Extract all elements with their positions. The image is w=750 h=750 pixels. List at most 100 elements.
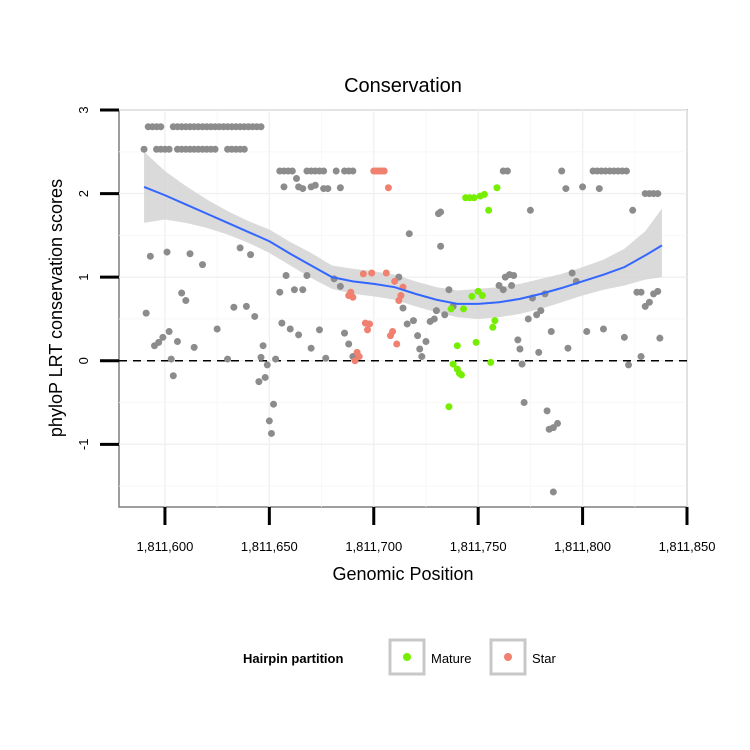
point-other [213, 325, 221, 333]
chart-title: Conservation [344, 75, 462, 97]
point-other [315, 326, 323, 334]
point-star [389, 327, 397, 335]
legend-label-mature: Mature [431, 651, 471, 666]
point-other [276, 288, 284, 296]
point-other [568, 269, 576, 277]
point-mature [453, 342, 461, 350]
point-mature [478, 292, 486, 300]
point-star [380, 167, 388, 175]
point-other [564, 344, 572, 352]
point-other [558, 167, 566, 175]
point-other [583, 327, 591, 335]
point-other [518, 360, 526, 368]
smooth-trend-line [143, 185, 663, 305]
x-axis-label: Genomic Position [332, 564, 473, 584]
point-other [430, 315, 438, 323]
x-tick-label: 1,811,850 [659, 539, 716, 554]
point-other [282, 271, 290, 279]
point-other [403, 320, 411, 328]
point-star [391, 277, 399, 285]
point-other [163, 248, 171, 256]
y-tick-label: 2 [76, 190, 91, 197]
point-other [656, 334, 664, 342]
grid-lines [119, 109, 688, 507]
point-mature [472, 338, 480, 346]
point-other [286, 325, 294, 333]
point-other [251, 312, 259, 320]
point-other [247, 251, 255, 259]
point-other [514, 336, 522, 344]
point-other [503, 167, 511, 175]
point-other [336, 184, 344, 192]
point-other [270, 400, 278, 408]
y-tick-label: 3 [76, 106, 91, 113]
point-mature [460, 305, 468, 313]
point-star [364, 326, 371, 334]
point-other [190, 343, 198, 351]
point-star [355, 353, 363, 361]
point-mature [493, 184, 501, 192]
point-mature [470, 194, 478, 202]
x-tick-label: 1,811,700 [345, 539, 402, 554]
point-other [311, 181, 319, 189]
point-other [341, 329, 349, 337]
point-other [295, 331, 303, 339]
x-axis: 1,811,600 1,811,650 1,811,700 1,811,750 1,81… [137, 507, 716, 554]
point-other [349, 167, 357, 175]
point-mature [447, 305, 455, 313]
point-other [595, 185, 603, 193]
point-star [368, 269, 376, 277]
point-other [261, 373, 269, 381]
point-other [416, 345, 424, 353]
point-other [224, 355, 232, 363]
point-other [520, 399, 528, 407]
point-other [255, 378, 263, 386]
point-star [384, 184, 392, 192]
point-other [288, 167, 296, 175]
point-other [303, 271, 311, 279]
point-other [265, 417, 273, 425]
point-other [257, 123, 265, 131]
point-mature [480, 190, 488, 198]
legend-title: Hairpin partition [243, 651, 343, 666]
point-other [418, 353, 426, 361]
point-other [510, 271, 518, 279]
point-other [320, 167, 328, 175]
point-other [165, 145, 173, 153]
point-other [620, 333, 628, 341]
point-other [211, 145, 219, 153]
point-other [332, 167, 340, 175]
point-other [290, 286, 298, 294]
x-tick-label: 1,811,750 [450, 539, 507, 554]
point-other [654, 287, 662, 295]
point-other [142, 309, 150, 317]
point-mature [445, 403, 453, 411]
point-mature [487, 358, 495, 366]
point-other [280, 183, 288, 191]
point-other [637, 353, 645, 361]
point-other [422, 338, 430, 346]
point-other [543, 407, 551, 415]
point-other [549, 488, 557, 496]
legend-label-star: Star [532, 651, 557, 666]
point-other [437, 242, 445, 250]
point-other [535, 348, 543, 356]
point-other [230, 303, 238, 311]
point-other [547, 327, 555, 335]
point-star [382, 269, 390, 277]
point-other [155, 338, 163, 346]
y-tick-label: -1 [76, 439, 91, 451]
point-other [399, 304, 407, 312]
y-tick-label: 0 [76, 357, 91, 364]
point-other [167, 355, 175, 363]
point-other [159, 333, 167, 341]
point-mature [485, 206, 493, 214]
point-other [272, 355, 280, 363]
point-mature [449, 360, 457, 368]
point-other [441, 311, 449, 319]
point-other [405, 230, 413, 238]
point-mature [489, 323, 497, 331]
x-tick-label: 1,811,600 [137, 539, 194, 554]
point-other [637, 288, 645, 296]
